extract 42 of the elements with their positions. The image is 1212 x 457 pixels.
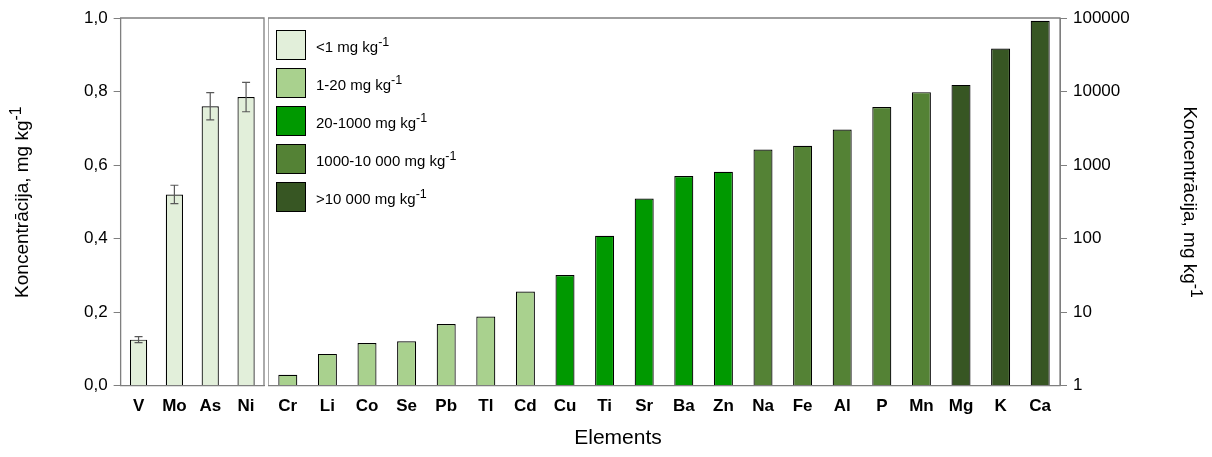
legend-label: 1-20 mg kg$^{-1}$ (316, 73, 403, 93)
x-tick-label: Co (355, 396, 379, 416)
legend-label: <1 mg kg$^{-1}$ (316, 35, 390, 55)
x-tick-label: Fe (792, 396, 813, 416)
x-tick-label: Cr (278, 396, 298, 416)
y2-tick-label: 100 (1073, 228, 1102, 248)
legend-label: >10 000 mg kg$^{-1}$ (316, 187, 427, 207)
y2-tick-label: 10000 (1073, 81, 1121, 101)
y2-tick-label: 1 (1073, 375, 1083, 395)
x-tick-label: Na (752, 396, 775, 416)
x-tick-label: Pb (435, 396, 458, 416)
x-tick-label: K (994, 396, 1008, 416)
x-tick-label: Al (833, 396, 851, 416)
x-tick-label: Se (396, 396, 417, 416)
y-tick-label: 0,6 (83, 154, 108, 174)
x-tick-label: Sr (635, 396, 654, 416)
x-tick-label: Mo (162, 396, 187, 416)
y-tick-label: 0,0 (83, 375, 108, 395)
y-tick-label: 0,4 (83, 228, 108, 248)
x-tick-label: Ba (672, 396, 696, 416)
x-tick-label: Li (319, 396, 335, 416)
y-tick-label: 0,8 (83, 81, 108, 101)
legend-label: 1000-10 000 mg kg$^{-1}$ (316, 149, 457, 169)
y2-tick-label: 100000 (1073, 7, 1130, 27)
x-tick-label: Ca (1029, 396, 1052, 416)
x-tick-label: Tl (478, 396, 494, 416)
y-tick-label: 1,0 (83, 7, 108, 27)
x-tick-label: Zn (713, 396, 734, 416)
x-tick-label: Ni (237, 396, 255, 416)
x-tick-label: Cd (514, 396, 537, 416)
x-tick-label: Mn (909, 396, 934, 416)
x-tick-label: As (199, 396, 222, 416)
x-tick-label: Ti (597, 396, 613, 416)
legend-label: 20-1000 mg kg$^{-1}$ (316, 111, 428, 131)
x-tick-label: P (876, 396, 888, 416)
x-axis-title: Elements (573, 425, 663, 449)
x-tick-label: Cu (553, 396, 577, 416)
x-tick-label: Mg (948, 396, 974, 416)
y2-tick-label: 1000 (1073, 154, 1111, 174)
y-tick-label: 0,2 (83, 301, 108, 321)
y2-tick-label: 10 (1073, 301, 1092, 321)
x-tick-label: V (132, 396, 145, 416)
